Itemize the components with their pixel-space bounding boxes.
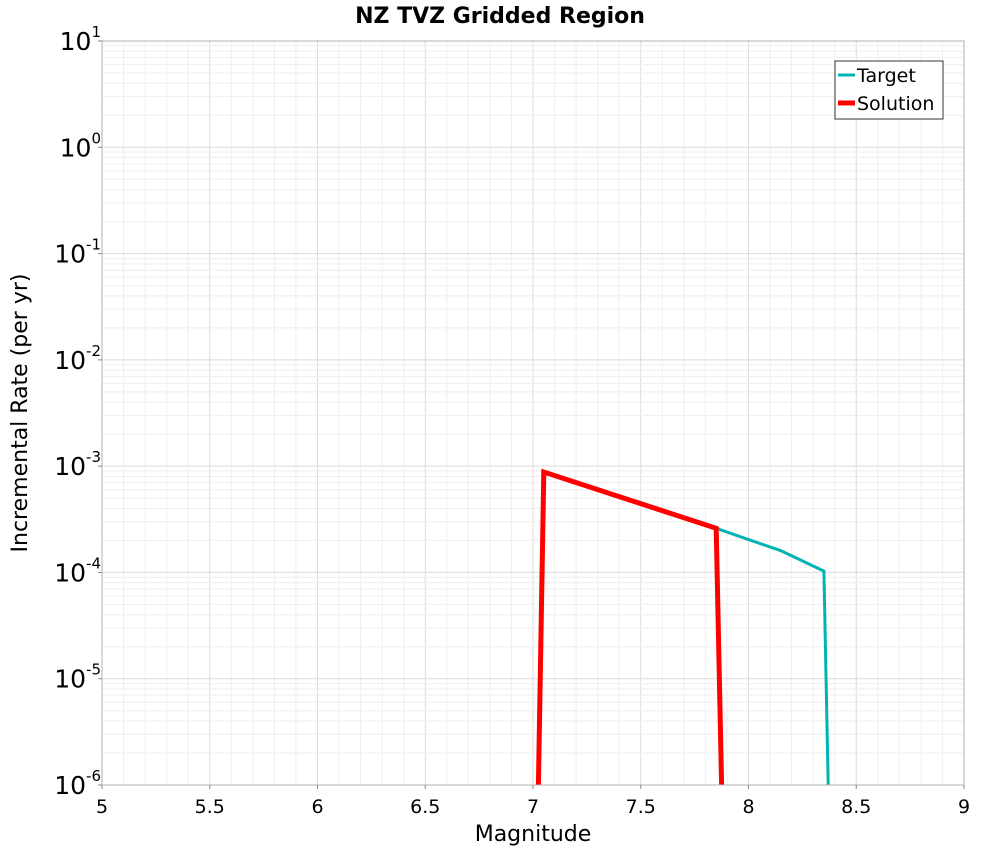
- x-tick-label: 7: [527, 796, 539, 818]
- x-tick-label: 8.5: [841, 796, 871, 818]
- y-tick-exponent: -2: [86, 342, 101, 360]
- series-layer: [535, 468, 830, 786]
- y-tick-exponent: 1: [91, 23, 101, 41]
- x-tick-label: 8: [742, 796, 754, 818]
- x-tick-label: 9: [958, 796, 970, 818]
- series-line-solution: [535, 468, 725, 786]
- y-tick-base: 10: [54, 346, 86, 375]
- y-tick-exponent: -1: [86, 236, 101, 254]
- y-tick-exponent: -3: [86, 448, 101, 466]
- y-tick-label: -510: [54, 661, 101, 694]
- y-tick-label: -110: [54, 236, 101, 269]
- chart-title: NZ TVZ Gridded Region: [355, 4, 645, 29]
- y-tick-label: -410: [54, 554, 101, 587]
- y-axis-label: Incremental Rate (per yr): [8, 274, 33, 553]
- y-tick-exponent: -5: [86, 661, 101, 679]
- x-tick-label: 6.5: [410, 796, 440, 818]
- y-tick-base: 10: [54, 240, 86, 269]
- y-tick-exponent: -6: [86, 767, 101, 785]
- legend-label-solution: Solution: [857, 93, 934, 115]
- y-tick-base: 10: [54, 771, 86, 800]
- y-tick-exponent: 0: [91, 129, 101, 147]
- x-tick-label: 7.5: [626, 796, 656, 818]
- legend-label-target: Target: [856, 65, 916, 87]
- x-axis-ticks: 5 5.5 6 6.5 7 7.5 8 8.5 9: [96, 785, 970, 818]
- y-tick-label: -610: [54, 767, 101, 800]
- y-tick-base: 10: [54, 558, 86, 587]
- legend-box: [834, 60, 944, 120]
- grid: [101, 41, 965, 786]
- x-tick-label: 5.5: [195, 796, 225, 818]
- x-tick-label: 5: [96, 796, 108, 818]
- legend: Target Solution: [834, 60, 944, 120]
- y-tick-exponent: -4: [86, 554, 101, 572]
- y-tick-base: 10: [54, 665, 86, 694]
- x-tick-label: 6: [311, 796, 323, 818]
- y-tick-base: 10: [60, 133, 92, 162]
- y-tick-label: -310: [54, 448, 101, 481]
- y-tick-label: 110: [60, 23, 101, 56]
- x-axis-label: Magnitude: [475, 822, 592, 847]
- y-tick-base: 10: [60, 27, 92, 56]
- y-tick-base: 10: [54, 452, 86, 481]
- y-tick-label: -210: [54, 342, 101, 375]
- y-tick-label: 010: [60, 129, 101, 162]
